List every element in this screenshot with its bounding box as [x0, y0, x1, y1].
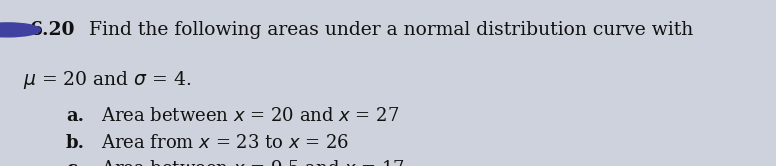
Text: b.: b. — [66, 134, 85, 152]
Text: c.: c. — [66, 160, 83, 166]
Text: Find the following areas under a normal distribution curve with: Find the following areas under a normal … — [89, 21, 694, 39]
Text: a.: a. — [66, 107, 84, 125]
Circle shape — [0, 23, 40, 37]
Text: Area from $x$ = 23 to $x$ = 26: Area from $x$ = 23 to $x$ = 26 — [101, 134, 349, 152]
Text: 6.20: 6.20 — [29, 21, 75, 39]
Text: Area between $x$ = 20 and $x$ = 27: Area between $x$ = 20 and $x$ = 27 — [101, 107, 400, 125]
Text: $\mu$ = 20 and $\sigma$ = 4.: $\mu$ = 20 and $\sigma$ = 4. — [23, 69, 192, 91]
Text: Area between $x$ = 9.5 and $x$ = 17: Area between $x$ = 9.5 and $x$ = 17 — [101, 160, 405, 166]
